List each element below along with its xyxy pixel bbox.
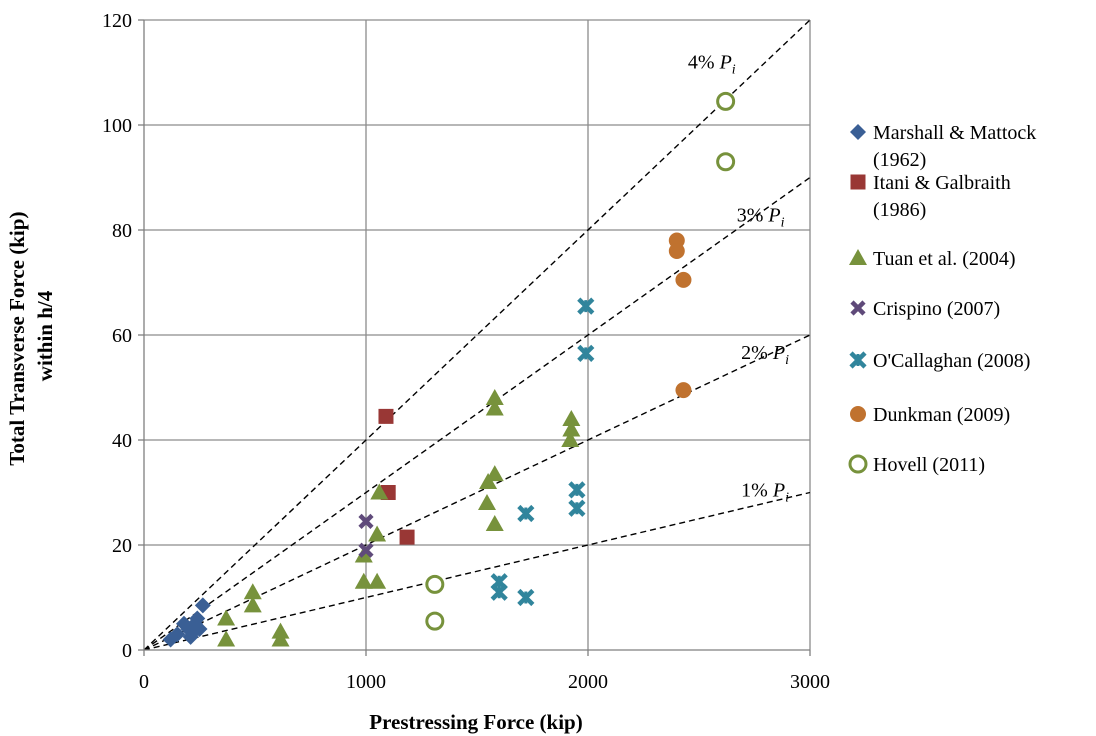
- y-axis-label-line-2: within h/4: [33, 290, 57, 381]
- y-axis-label-line-1: Total Transverse Force (kip): [5, 212, 29, 466]
- data-point-series-3: [368, 525, 387, 542]
- data-point-series-7: [425, 611, 445, 631]
- legend-item: Tuan et al. (2004): [849, 248, 1016, 270]
- legend-label: Marshall & Mattock: [873, 122, 1036, 144]
- data-point-series-3: [562, 420, 581, 437]
- data-point-series-4: [358, 542, 374, 558]
- legend-marker: [850, 406, 866, 422]
- legend-item: Dunkman (2009): [850, 404, 1010, 426]
- data-point-series-3: [217, 609, 236, 626]
- y-tick-label: 80: [112, 220, 132, 242]
- legend-marker: [849, 249, 867, 265]
- data-point-series-5: [490, 583, 508, 601]
- data-point-series-7: [716, 152, 736, 172]
- data-point-series-5: [577, 344, 595, 362]
- x-axis-label: Prestressing Force (kip): [369, 710, 582, 734]
- data-point-series-4: [358, 513, 374, 529]
- data-point-series-6: [675, 271, 692, 288]
- reference-line-label: 1% Pi: [741, 480, 789, 506]
- y-tick-label: 40: [112, 430, 132, 452]
- data-point-series-3: [561, 431, 580, 447]
- y-tick-label: 0: [122, 640, 132, 662]
- legend: Marshall & Mattock (1962)Itani & Galbrait…: [848, 122, 1036, 476]
- tick-labels: 0 20 40 60 80 100 120 0 1000 2000 3000: [102, 10, 830, 693]
- data-point-series-2: [378, 408, 394, 424]
- legend-item: Marshall & Mattock (1962): [850, 122, 1036, 171]
- y-tick-label: 60: [112, 325, 132, 347]
- data-point-series-5: [517, 504, 535, 523]
- legend-item: O'Callaghan (2008): [849, 350, 1030, 372]
- data-point-series-3: [271, 622, 290, 639]
- reference-line-label: 4% Pi: [688, 51, 736, 77]
- data-point-series-6: [675, 382, 692, 399]
- legend-label: Tuan et al. (2004): [873, 248, 1016, 270]
- data-point-series-3: [562, 410, 581, 426]
- legend-label: O'Callaghan (2008): [873, 350, 1030, 372]
- legend-label: Crispino (2007): [873, 298, 1000, 320]
- legend-label: (1986): [873, 199, 926, 221]
- legend-item: Crispino (2007): [850, 298, 1000, 320]
- legend-label: Dunkman (2009): [873, 404, 1010, 426]
- data-point-series-3: [368, 572, 387, 589]
- reference-line: [143, 176, 811, 651]
- reference-line-label: 2% Pi: [741, 342, 789, 368]
- data-point-series-7: [425, 574, 445, 594]
- data-point-series-3: [354, 572, 373, 589]
- reference-line: [143, 491, 811, 651]
- data-points: [162, 91, 736, 648]
- legend-marker: [850, 300, 866, 316]
- y-tick-label: 20: [112, 535, 132, 557]
- y-tick-label: 120: [102, 10, 132, 32]
- legend-item: Hovell (2011): [848, 454, 985, 476]
- axes: [138, 19, 811, 656]
- data-point-series-5: [568, 481, 586, 499]
- data-point-series-6: [668, 243, 685, 259]
- y-tick-label: 100: [102, 115, 132, 137]
- data-point-series-5: [577, 297, 595, 315]
- legend-marker: [850, 124, 866, 140]
- legend-label: (1962): [873, 149, 926, 171]
- legend-label: Hovell (2011): [873, 454, 985, 476]
- data-point-series-1: [187, 615, 204, 632]
- data-point-series-3: [370, 483, 389, 500]
- data-point-series-1: [194, 597, 211, 614]
- data-point-series-3: [485, 399, 504, 416]
- data-point-series-3: [485, 389, 504, 405]
- legend-marker: [848, 454, 868, 474]
- reference-line: [143, 19, 811, 651]
- data-point-series-1: [169, 626, 186, 643]
- data-point-series-7: [716, 91, 736, 111]
- data-point-series-3: [217, 630, 236, 647]
- legend-label: Itani & Galbraith: [873, 172, 1011, 194]
- reference-line: [143, 334, 811, 651]
- data-point-series-3: [485, 465, 504, 482]
- reference-line-label: 3% Pi: [737, 205, 785, 231]
- grid: [144, 19, 811, 650]
- data-point-series-5: [568, 499, 586, 517]
- x-tick-label: 1000: [346, 671, 386, 693]
- data-point-series-5: [517, 588, 535, 607]
- data-point-series-3: [243, 596, 262, 613]
- data-point-series-3: [477, 494, 496, 510]
- x-tick-label: 3000: [790, 671, 830, 693]
- x-tick-label: 2000: [568, 671, 608, 693]
- legend-marker: [849, 351, 867, 369]
- data-point-series-3: [485, 515, 504, 531]
- line-annotations: 4% Pi 3% Pi 2% Pi 1% Pi: [688, 51, 789, 505]
- data-point-series-2: [399, 529, 415, 545]
- x-tick-label: 0: [139, 671, 149, 693]
- legend-item: Itani & Galbraith (1986): [850, 172, 1011, 221]
- legend-marker: [850, 174, 866, 190]
- data-point-series-3: [243, 583, 262, 600]
- y-axis-label: Total Transverse Force (kip) within h/4: [5, 206, 57, 465]
